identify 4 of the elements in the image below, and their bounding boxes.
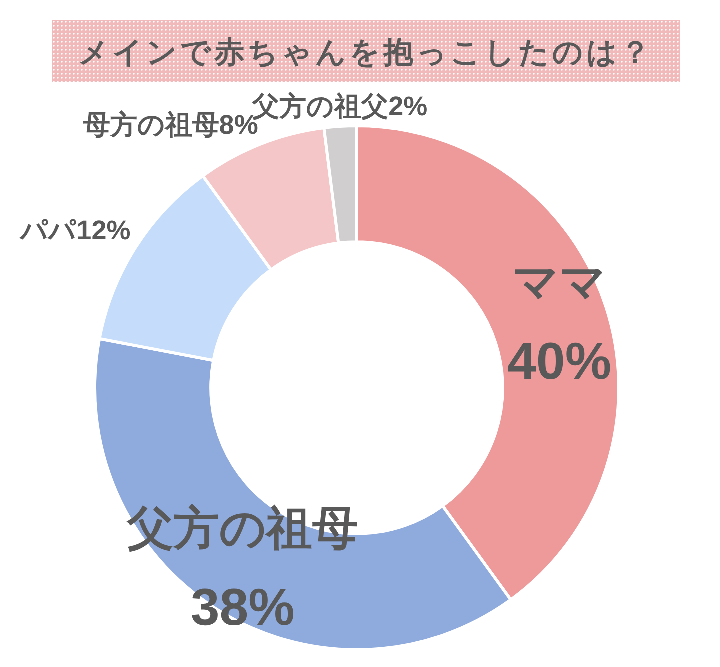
chart-title: メインで赤ちゃんを抱っこしたのは？ bbox=[78, 36, 654, 70]
title: メインで赤ちゃんを抱っこしたのは？ bbox=[52, 20, 680, 82]
slice-label: パパ12% bbox=[18, 215, 131, 246]
data-label: 40% bbox=[508, 333, 612, 392]
